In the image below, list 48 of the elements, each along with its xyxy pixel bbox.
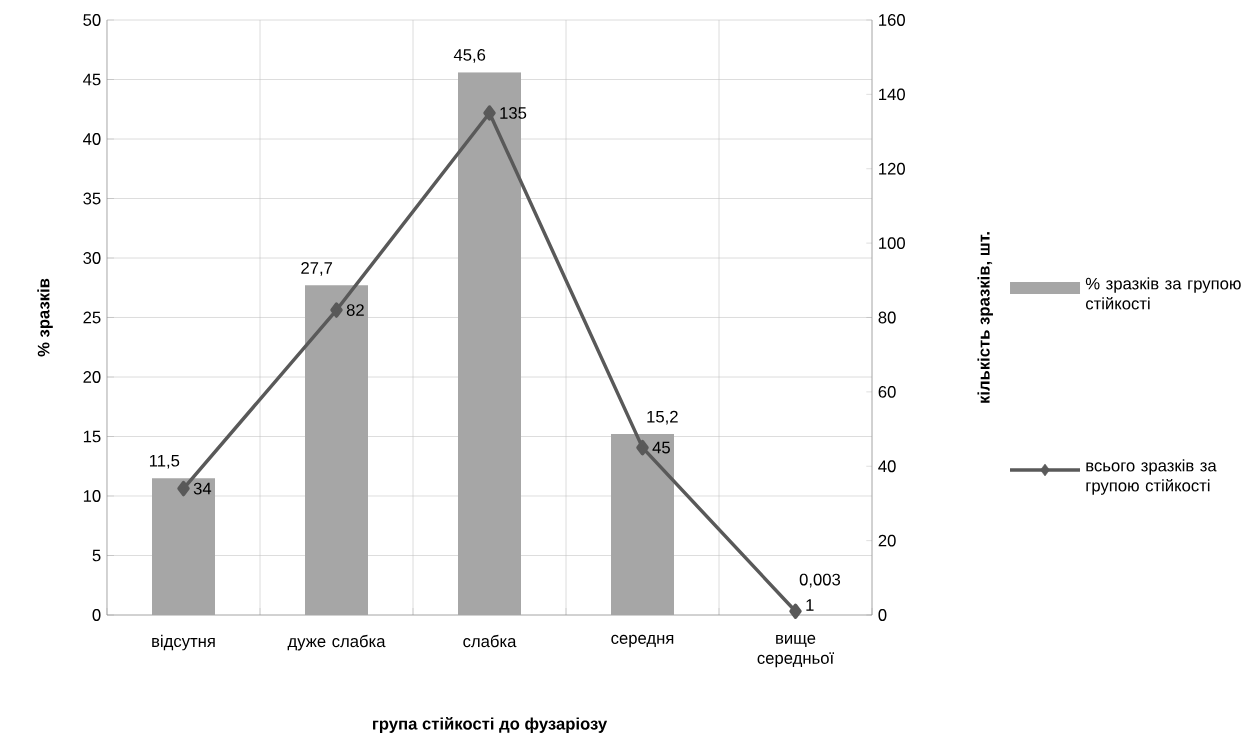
x-tick-label: дуже слабка	[287, 634, 386, 651]
y2-tick-label: 100	[879, 237, 905, 250]
y-tick-label: 40	[83, 133, 101, 145]
x-axis-title: група стійкості до фузаріозу	[373, 717, 608, 733]
legend-label: всього зразків за групою стійкості	[1086, 459, 1217, 495]
y-tick-label: 20	[83, 371, 101, 383]
data-label: 34	[193, 482, 212, 495]
y-tick-label: 50	[83, 14, 101, 26]
data-label: 15,2	[647, 410, 678, 425]
y-axis-title: % зразків	[37, 278, 53, 357]
y2-tick-label: 140	[879, 88, 905, 101]
data-label: 1	[806, 599, 814, 611]
y-tick-label: 10	[83, 490, 101, 502]
point	[330, 302, 343, 318]
x-tick-label: слабка	[463, 634, 517, 648]
y2-tick-label: 60	[878, 385, 896, 398]
y2-tick-label: 20	[878, 534, 896, 547]
y-tick-label: 15	[83, 430, 101, 443]
bar	[305, 285, 369, 615]
data-label: 11,5	[149, 454, 180, 469]
data-label: 27,7	[301, 262, 333, 276]
data-label: 0,003	[799, 573, 841, 588]
x-tick-label: вище середньої	[757, 634, 834, 668]
point	[789, 603, 802, 620]
y2-tick-label: 80	[878, 311, 896, 324]
data-label: 45,6	[453, 49, 486, 63]
y2-tick-label: 40	[878, 460, 896, 473]
legend-label: % зразків за групою стійкості	[1085, 277, 1241, 310]
y2-tick-label: 160	[879, 14, 905, 26]
y-tick-label: 35	[83, 192, 101, 205]
y-tick-label: 30	[83, 252, 101, 264]
data-label: 45	[652, 441, 670, 454]
point	[177, 480, 190, 497]
y2-axis-title: кількість зразків, шт.	[977, 232, 993, 403]
y-tick-label: 5	[92, 549, 101, 562]
data-label: 135	[500, 107, 527, 119]
x-tick-label: середня	[611, 634, 674, 648]
data-label: 82	[346, 304, 364, 316]
x-tick-label: відсутня	[152, 634, 215, 651]
y2-tick-label: 120	[879, 162, 905, 175]
y-tick-label: 45	[83, 73, 101, 86]
bar	[611, 434, 674, 615]
y-tick-label: 25	[83, 311, 101, 324]
point	[636, 439, 649, 456]
y-tick-label: 0	[92, 609, 101, 621]
point	[483, 105, 496, 121]
bar	[152, 478, 215, 615]
y2-tick-label: 0	[878, 609, 887, 621]
